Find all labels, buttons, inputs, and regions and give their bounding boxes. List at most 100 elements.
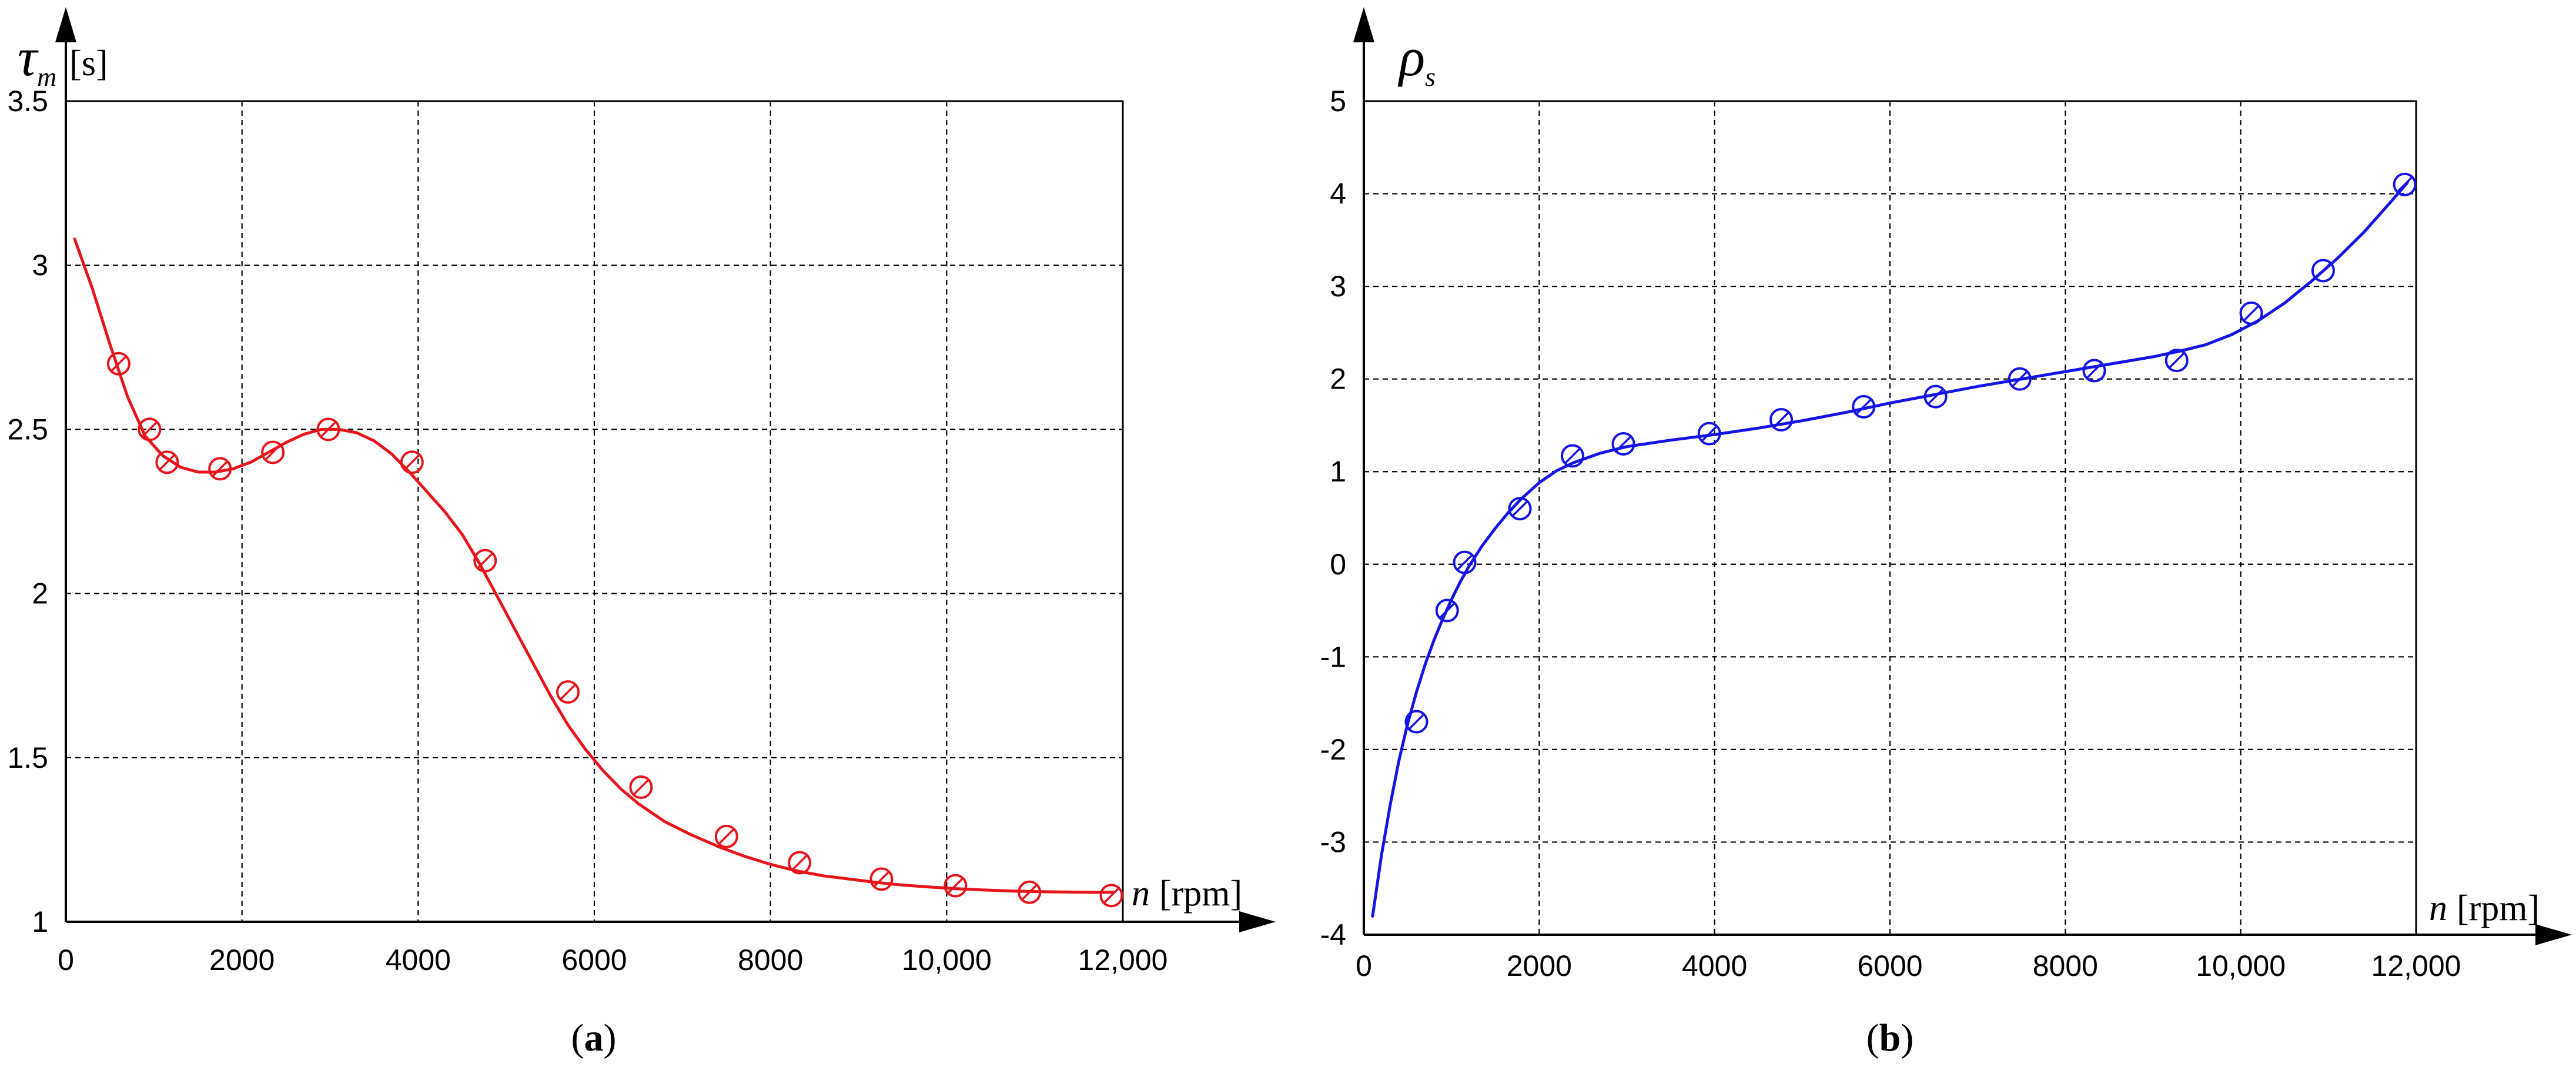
chart-2-data-point-circle xyxy=(1508,497,1532,521)
chart-2: 0 2000 4000 6000 8000 10,000 12,000 -4 -3 -2 -1 0 1 2… xyxy=(1320,7,2572,1059)
chart-1-panel-label: (a) xyxy=(571,1016,617,1059)
chart-2-data-point xyxy=(1611,432,1635,456)
chart-1-data-point-circle xyxy=(400,450,424,474)
chart-1-data-point-slash xyxy=(141,421,158,438)
chart-1-data-point xyxy=(1099,884,1123,908)
chart-2-data-point-circle xyxy=(1404,710,1428,734)
chart-2-data-point-slash xyxy=(2396,176,2413,193)
chart-2-data-point-slash xyxy=(1564,447,1581,464)
chart-1-data-point-circle xyxy=(714,824,738,848)
chart-2-xtick-label: 6000 xyxy=(1857,949,1922,982)
chart-1-data-point xyxy=(788,851,812,875)
chart-2-data-point-circle xyxy=(1453,550,1477,574)
chart-1-data-point-slash xyxy=(1103,887,1120,904)
chart-2-data-point xyxy=(1453,550,1477,574)
chart-2-y-axis-label: ρs xyxy=(1397,27,1436,92)
chart-2-data-point-circle xyxy=(1435,598,1459,623)
chart-1-data-point xyxy=(629,775,653,800)
chart-2-data-point-circle xyxy=(1611,432,1635,456)
chart-1-ytick-label: 3.5 xyxy=(7,85,48,118)
chart-2-data-point xyxy=(1923,384,1948,409)
chart-2-data-point xyxy=(1435,598,1459,623)
chart-2-data-point xyxy=(1852,394,1876,419)
chart-1-ytick-label: 3 xyxy=(32,249,48,282)
chart-2-data-point-slash xyxy=(2168,352,2185,369)
chart-1-data-point-slash xyxy=(560,684,576,701)
chart-2-xtick-label: 2000 xyxy=(1507,949,1572,982)
chart-2-data-point-circle xyxy=(2311,259,2335,283)
chart-2-data-point-circle xyxy=(1697,422,1721,446)
chart-2-data-point-slash xyxy=(1855,398,1872,415)
chart-1-ytick-label: 1.5 xyxy=(7,741,48,774)
chart-2-data-point xyxy=(2008,367,2032,391)
chart-1-data-point-circle xyxy=(138,417,162,441)
chart-2-ytick-label: 5 xyxy=(1330,85,1346,118)
chart-2-data-point-circle xyxy=(2239,301,2263,325)
chart-2-data-point-circle xyxy=(2393,172,2417,196)
chart-2-data-point-circle xyxy=(1561,444,1585,468)
chart-1-data-point-circle xyxy=(316,417,340,441)
chart-2-data-point xyxy=(2082,359,2106,383)
chart-1-x-axis-symbol: n xyxy=(1132,874,1150,914)
chart-1-xtick-label: 0 xyxy=(58,944,74,976)
chart-1-data-point-slash xyxy=(1021,884,1038,901)
chart-1-data-point-circle xyxy=(473,548,497,573)
chart-1-data-point-slash xyxy=(265,444,282,461)
chart-1-data-point-slash xyxy=(110,355,127,372)
chart-2-panel-label: (b) xyxy=(1866,1016,1914,1059)
chart-1-data-point xyxy=(944,874,968,898)
chart-1-data-point-slash xyxy=(212,460,229,477)
chart-1-data-point xyxy=(208,457,232,481)
chart-1-fit-line xyxy=(73,238,1116,894)
chart-1-panel-paren-open: ( xyxy=(571,1016,584,1059)
chart-1-data-point xyxy=(473,548,497,573)
chart-2-panel-paren-close: ) xyxy=(1901,1016,1913,1059)
chart-2-data-point-circle xyxy=(2082,359,2106,383)
chart-2-data-point-slash xyxy=(2011,370,2028,387)
chart-1-data-point-circle xyxy=(556,680,580,704)
chart-2-xtick-label: 0 xyxy=(1356,949,1372,982)
chart-1-xtick-label: 8000 xyxy=(738,944,803,976)
chart-1-data-point-circle xyxy=(788,851,812,875)
chart-1-data-point xyxy=(261,440,285,464)
chart-1-data-point xyxy=(138,417,162,441)
chart-1-data-point-circle xyxy=(208,457,232,481)
chart-2-data-point-slash xyxy=(1456,554,1473,571)
chart-1-panel-paren-close: ) xyxy=(604,1016,617,1059)
chart-2-data-point-slash xyxy=(2086,362,2103,379)
chart-2-data-point-slash xyxy=(1511,500,1528,517)
chart-1-data-point-slash xyxy=(633,779,650,795)
chart-2-y-axis-symbol: ρ xyxy=(1397,27,1425,87)
chart-1-y-axis-subscript: m xyxy=(37,62,56,92)
chart-2-xtick-label: 8000 xyxy=(2033,949,2098,982)
chart-2-fit-line xyxy=(1371,181,2409,918)
chart-2-data-point-slash xyxy=(1773,412,1789,428)
chart-1-data-point xyxy=(155,450,179,474)
chart-2-ytick-label: -4 xyxy=(1320,918,1346,951)
chart-2-x-axis-arrow xyxy=(2535,924,2572,945)
chart-1-data-point-circle xyxy=(869,867,894,891)
chart-2-y-axis-subscript: s xyxy=(1425,62,1436,92)
chart-2-data-point-slash xyxy=(1408,713,1425,730)
chart-1-ytick-label: 2.5 xyxy=(7,413,48,446)
chart-2-data-point-circle xyxy=(1769,407,1794,432)
chart-2-data-point xyxy=(2393,172,2417,196)
chart-1-xtick-label: 12,000 xyxy=(1078,944,1168,976)
chart-1-data-point xyxy=(316,417,340,441)
chart-1-data-point-circle xyxy=(155,450,179,474)
chart-1-y-axis-unit: [s] xyxy=(69,44,108,83)
chart-1-data-point-slash xyxy=(320,421,337,438)
chart-1-data-point-circle xyxy=(1099,884,1123,908)
chart-2-data-point-circle xyxy=(1852,394,1876,419)
chart-1-x-axis-arrow xyxy=(1239,911,1276,932)
chart-1-data-point-circle xyxy=(1018,880,1042,904)
chart-2-ytick-label: 2 xyxy=(1330,363,1346,396)
chart-2-ytick-label: -1 xyxy=(1320,640,1346,673)
chart-1-data-point xyxy=(869,867,894,891)
chart-1-y-axis-arrow xyxy=(55,7,76,42)
chart-1-data-point-circle xyxy=(944,874,968,898)
chart-1-xtick-label: 10,000 xyxy=(902,944,992,976)
chart-1-data-point xyxy=(400,450,424,474)
chart-1-xtick-label: 4000 xyxy=(386,944,451,976)
